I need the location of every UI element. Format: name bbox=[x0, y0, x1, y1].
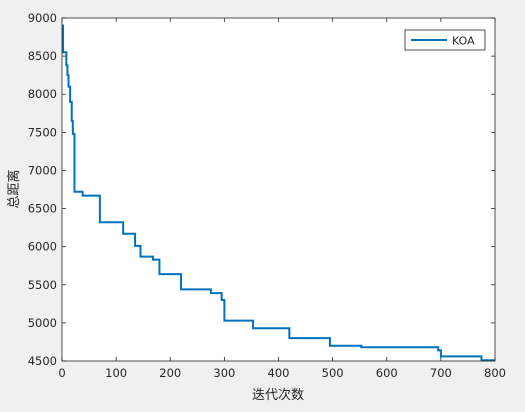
y-axis-label: 总距离 bbox=[6, 169, 22, 208]
y-tick-label: 6500 bbox=[28, 202, 57, 216]
plot-area bbox=[62, 18, 495, 361]
axes-layer: 0 100 200 300 400 500 600 700 800 4500 5000 5500 600… bbox=[28, 11, 506, 380]
legend: KOA bbox=[404, 29, 486, 51]
y-tick-label: 8500 bbox=[28, 49, 57, 63]
y-tick-label: 6000 bbox=[28, 240, 57, 254]
series-layer bbox=[62, 24, 495, 362]
x-tick-label: 600 bbox=[376, 366, 398, 380]
x-tick-label: 700 bbox=[430, 366, 452, 380]
x-tick-label: 800 bbox=[484, 366, 506, 380]
y-tick-label: 8000 bbox=[28, 87, 57, 101]
y-tick-label: 7500 bbox=[28, 125, 57, 139]
legend-label: KOA bbox=[452, 35, 475, 48]
x-tick-label: 100 bbox=[105, 366, 127, 380]
y-tick-label: 4500 bbox=[28, 354, 57, 368]
x-tick-label: 400 bbox=[268, 366, 290, 380]
y-tick-label: 7000 bbox=[28, 163, 57, 177]
y-tick-label: 9000 bbox=[28, 11, 57, 25]
x-tick-label: 0 bbox=[58, 366, 65, 380]
x-tick-label: 500 bbox=[322, 366, 344, 380]
series-line-koa bbox=[62, 24, 495, 362]
x-tick-label: 200 bbox=[159, 366, 181, 380]
x-axis-label: 迭代次数 bbox=[252, 387, 304, 403]
x-tick-label: 300 bbox=[213, 366, 235, 380]
y-tick-label: 5500 bbox=[28, 278, 57, 292]
y-tick-label: 5000 bbox=[28, 316, 57, 330]
